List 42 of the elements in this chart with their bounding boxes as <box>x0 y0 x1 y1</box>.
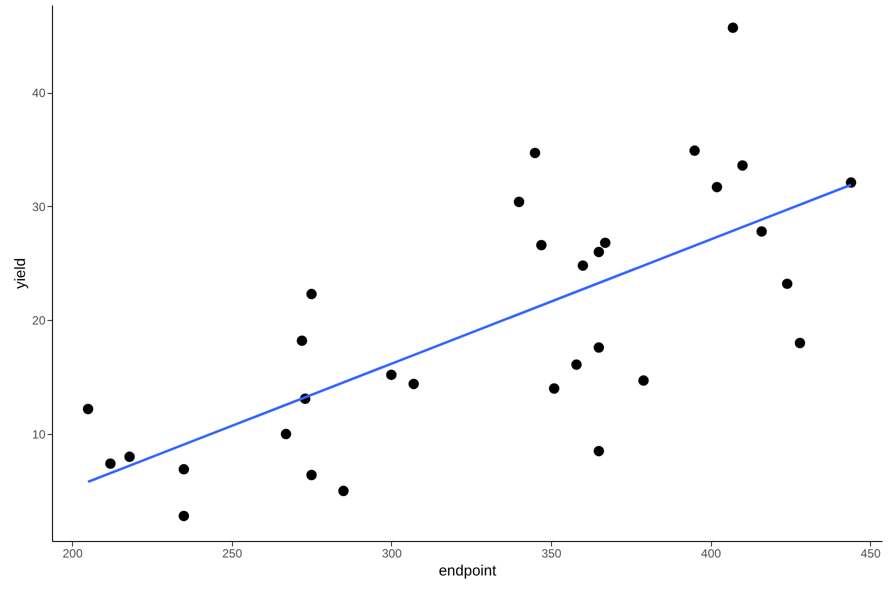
point <box>794 338 806 348</box>
point <box>594 342 604 353</box>
y-tick-label: 30 <box>32 200 46 214</box>
point <box>578 260 588 271</box>
point <box>689 145 700 156</box>
x-tick-label: 350 <box>541 546 562 560</box>
point <box>756 226 767 237</box>
x-tick-label: 300 <box>382 546 402 560</box>
point <box>306 288 317 300</box>
point <box>594 446 604 456</box>
point <box>638 375 649 386</box>
point <box>124 452 135 462</box>
point <box>82 404 94 414</box>
point <box>594 246 604 258</box>
point <box>386 370 397 380</box>
y-tick-label: 10 <box>32 428 46 442</box>
x-tick-label: 200 <box>62 546 83 560</box>
point <box>178 510 190 522</box>
point <box>514 196 524 208</box>
x-tick-label: 400 <box>701 546 722 560</box>
point <box>712 182 722 192</box>
x-tick-label: 250 <box>222 546 243 560</box>
point <box>737 160 748 171</box>
point <box>536 240 547 250</box>
x-tick-label: 450 <box>860 546 882 560</box>
point <box>338 486 349 496</box>
point <box>530 148 540 158</box>
y-tick-label: 20 <box>32 314 46 328</box>
point <box>296 335 308 346</box>
point <box>571 359 582 370</box>
point <box>280 428 292 440</box>
point <box>178 464 190 475</box>
point <box>728 22 738 33</box>
y-axis-title: yield <box>12 258 30 289</box>
y-tick-label: 40 <box>32 86 46 100</box>
point <box>600 238 610 248</box>
point <box>306 470 317 480</box>
x-axis-title: endpoint <box>438 562 498 580</box>
point <box>548 383 560 394</box>
point <box>782 278 792 290</box>
point <box>408 378 419 390</box>
point <box>105 458 116 469</box>
